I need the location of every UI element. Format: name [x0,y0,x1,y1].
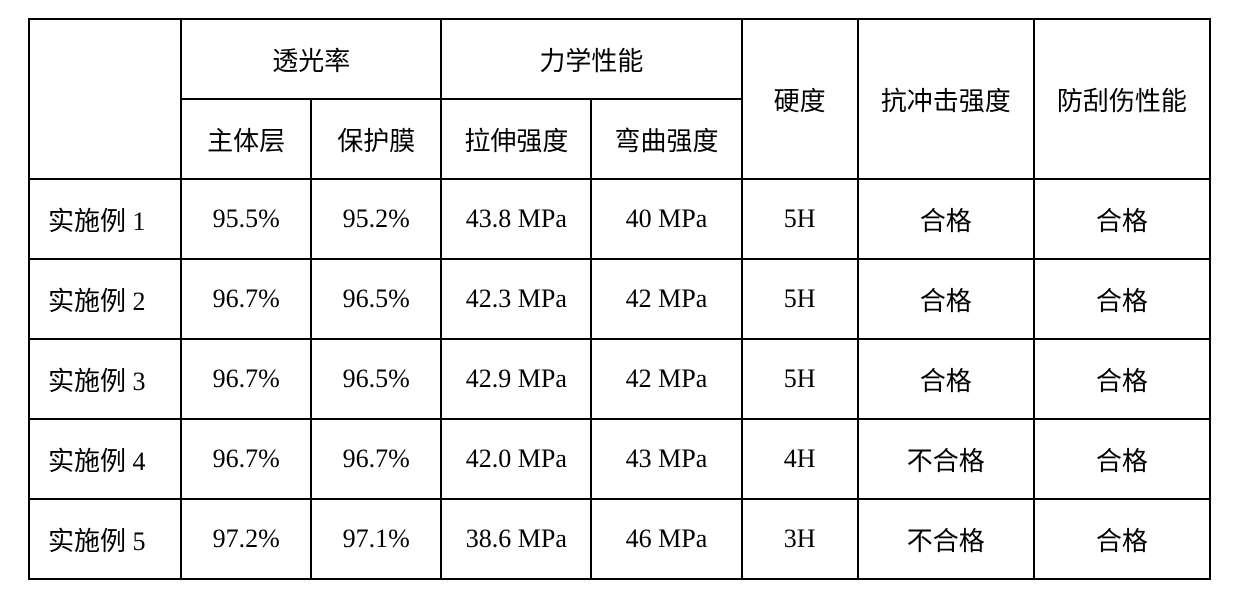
header-blank [29,19,181,179]
cell-tensile: 42.3 MPa [441,259,591,339]
row-name: 实施例 1 [29,179,181,259]
table-row: 实施例 5 97.2% 97.1% 38.6 MPa 46 MPa 3H 不合格… [29,499,1210,579]
row-name: 实施例 2 [29,259,181,339]
cell-protective-film: 95.2% [311,179,441,259]
row-name: 实施例 4 [29,419,181,499]
cell-hardness: 4H [742,419,858,499]
cell-scratch: 合格 [1034,179,1210,259]
row-name: 实施例 3 [29,339,181,419]
cell-tensile: 42.0 MPa [441,419,591,499]
cell-protective-film: 96.7% [311,419,441,499]
table-row: 实施例 3 96.7% 96.5% 42.9 MPa 42 MPa 5H 合格 … [29,339,1210,419]
cell-hardness: 3H [742,499,858,579]
cell-main-layer: 96.7% [181,419,311,499]
table-row: 实施例 1 95.5% 95.2% 43.8 MPa 40 MPa 5H 合格 … [29,179,1210,259]
header-protective-film: 保护膜 [311,99,441,179]
cell-impact: 不合格 [858,499,1034,579]
cell-hardness: 5H [742,339,858,419]
cell-scratch: 合格 [1034,419,1210,499]
header-hardness: 硬度 [742,19,858,179]
header-tensile: 拉伸强度 [441,99,591,179]
header-mechanical-group: 力学性能 [441,19,741,99]
cell-tensile: 43.8 MPa [441,179,591,259]
header-impact: 抗冲击强度 [858,19,1034,179]
cell-impact: 合格 [858,339,1034,419]
cell-bending: 46 MPa [591,499,741,579]
cell-bending: 43 MPa [591,419,741,499]
cell-impact: 合格 [858,259,1034,339]
header-main-layer: 主体层 [181,99,311,179]
table-row: 实施例 2 96.7% 96.5% 42.3 MPa 42 MPa 5H 合格 … [29,259,1210,339]
cell-scratch: 合格 [1034,259,1210,339]
cell-hardness: 5H [742,179,858,259]
cell-bending: 42 MPa [591,259,741,339]
header-scratch: 防刮伤性能 [1034,19,1210,179]
cell-scratch: 合格 [1034,339,1210,419]
cell-hardness: 5H [742,259,858,339]
row-name: 实施例 5 [29,499,181,579]
cell-protective-film: 96.5% [311,259,441,339]
cell-protective-film: 97.1% [311,499,441,579]
table-row: 实施例 4 96.7% 96.7% 42.0 MPa 43 MPa 4H 不合格… [29,419,1210,499]
cell-tensile: 42.9 MPa [441,339,591,419]
cell-tensile: 38.6 MPa [441,499,591,579]
table-header-row-1: 透光率 力学性能 硬度 抗冲击强度 防刮伤性能 [29,19,1210,99]
cell-main-layer: 97.2% [181,499,311,579]
header-bending: 弯曲强度 [591,99,741,179]
cell-main-layer: 96.7% [181,259,311,339]
cell-bending: 42 MPa [591,339,741,419]
cell-scratch: 合格 [1034,499,1210,579]
cell-impact: 不合格 [858,419,1034,499]
header-transmittance-group: 透光率 [181,19,441,99]
cell-main-layer: 95.5% [181,179,311,259]
cell-main-layer: 96.7% [181,339,311,419]
properties-table: 透光率 力学性能 硬度 抗冲击强度 防刮伤性能 主体层 保护膜 拉伸强度 弯曲强… [28,18,1211,580]
cell-bending: 40 MPa [591,179,741,259]
cell-impact: 合格 [858,179,1034,259]
cell-protective-film: 96.5% [311,339,441,419]
